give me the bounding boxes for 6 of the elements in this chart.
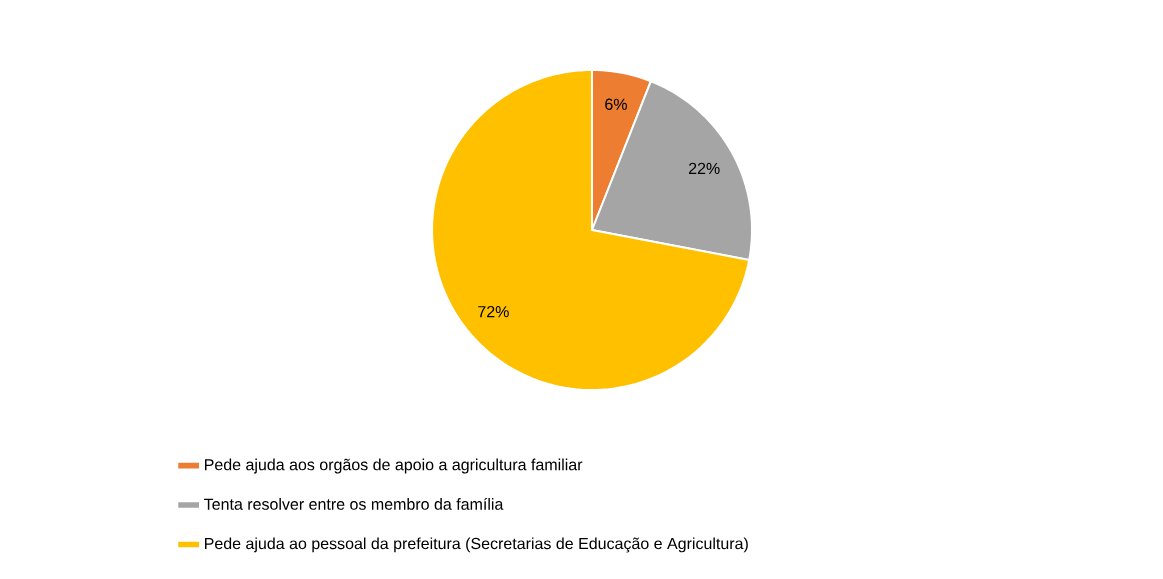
data-label: 6%: [605, 98, 627, 110]
data-label: 72%: [478, 305, 509, 318]
legend-label: Pede ajuda ao pessoal da prefeitura (Secretarias de Educação e Agricultura): [205, 537, 748, 553]
legend-label: Tenta resolver entre os membro da família: [204, 497, 504, 510]
legend-label: Pede ajuda aos orgãos de apoio a agricultura familiar: [205, 458, 583, 474]
data-label: 22%: [688, 162, 720, 174]
